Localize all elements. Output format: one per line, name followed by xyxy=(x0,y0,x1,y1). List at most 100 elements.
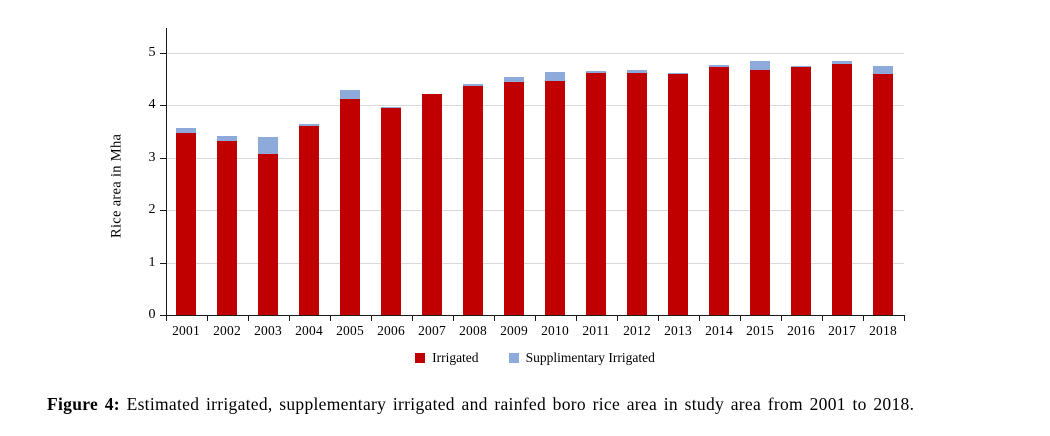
bar-supplimentary-irrigated-2009 xyxy=(504,76,524,82)
x-tick-label-2017: 2017 xyxy=(828,323,856,338)
bar-supplimentary-irrigated-2014 xyxy=(709,65,729,67)
bar-irrigated-2012 xyxy=(627,72,647,315)
bar-irrigated-2001 xyxy=(176,133,196,315)
x-axis-tick-12 xyxy=(657,315,659,321)
bar-supplimentary-irrigated-2018 xyxy=(873,65,893,74)
y-tick-label-3: 3 xyxy=(148,149,156,165)
bar-supplimentary-irrigated-2001 xyxy=(176,128,196,134)
y-tick-label-2: 2 xyxy=(148,202,156,218)
x-tick-label-2008: 2008 xyxy=(459,323,487,338)
bar-supplimentary-irrigated-2006 xyxy=(381,107,401,109)
bar-supplimentary-irrigated-2008 xyxy=(463,84,483,86)
figure-caption: Figure 4: Estimated irrigated, supplemen… xyxy=(47,392,1027,416)
bar-irrigated-2005 xyxy=(340,99,360,315)
bar-irrigated-2003 xyxy=(258,153,278,315)
x-tick-label-2014: 2014 xyxy=(705,323,733,338)
legend-swatch-icon xyxy=(415,353,426,363)
bar-supplimentary-irrigated-2016 xyxy=(791,65,811,67)
y-axis-tick-5 xyxy=(159,52,166,54)
bar-supplimentary-irrigated-2005 xyxy=(340,90,360,100)
bar-irrigated-2010 xyxy=(545,80,565,315)
y-axis-tick-4 xyxy=(159,105,166,107)
bar-supplimentary-irrigated-2002 xyxy=(217,135,237,141)
gridline-y-4 xyxy=(165,105,904,107)
x-axis-tick-16 xyxy=(821,315,823,321)
x-axis-tick-14 xyxy=(739,315,741,321)
y-tick-label-5: 5 xyxy=(148,44,156,60)
bar-irrigated-2013 xyxy=(668,73,688,315)
x-axis-tick-1 xyxy=(206,315,208,321)
x-axis-tick-0 xyxy=(165,315,167,321)
bar-supplimentary-irrigated-2015 xyxy=(750,61,770,70)
legend-item-irrigated: Irrigated xyxy=(415,350,479,366)
legend-item-supplimentary-irrigated: Supplimentary Irrigated xyxy=(508,350,655,366)
x-axis-tick-9 xyxy=(534,315,536,321)
x-tick-label-2002: 2002 xyxy=(213,323,241,338)
legend-label: Irrigated xyxy=(432,350,479,365)
bar-supplimentary-irrigated-2017 xyxy=(832,61,852,65)
x-tick-label-2003: 2003 xyxy=(254,323,282,338)
y-tick-label-4: 4 xyxy=(148,97,156,113)
figure-caption-text: Estimated irrigated, supplementary irrig… xyxy=(119,394,915,414)
x-tick-label-2001: 2001 xyxy=(172,323,200,338)
x-tick-label-2010: 2010 xyxy=(541,323,569,338)
y-axis-title: Rice area in Mha xyxy=(108,133,125,239)
x-axis-tick-8 xyxy=(493,315,495,321)
y-axis-line xyxy=(165,28,167,315)
bar-irrigated-2011 xyxy=(586,72,606,315)
x-tick-label-2006: 2006 xyxy=(377,323,405,338)
bar-supplimentary-irrigated-2012 xyxy=(627,70,647,73)
bar-irrigated-2014 xyxy=(709,66,729,315)
legend-swatch-icon xyxy=(508,353,519,363)
x-tick-label-2005: 2005 xyxy=(336,323,364,338)
y-axis-tick-0 xyxy=(159,315,166,316)
gridline-y-1 xyxy=(165,262,904,264)
x-axis-tick-7 xyxy=(452,315,454,321)
x-axis-tick-4 xyxy=(329,315,331,321)
legend-label: Supplimentary Irrigated xyxy=(525,350,655,365)
bar-supplimentary-irrigated-2013 xyxy=(668,72,688,74)
bar-irrigated-2015 xyxy=(750,70,770,315)
bar-irrigated-2002 xyxy=(217,140,237,315)
x-tick-label-2009: 2009 xyxy=(500,323,528,338)
bar-irrigated-2004 xyxy=(299,126,319,315)
x-tick-label-2007: 2007 xyxy=(418,323,446,338)
gridline-y-2 xyxy=(165,210,904,212)
x-tick-label-2012: 2012 xyxy=(623,323,651,338)
x-axis-tick-2 xyxy=(247,315,249,321)
x-axis-tick-11 xyxy=(616,315,618,321)
x-tick-label-2011: 2011 xyxy=(582,323,610,338)
figure-caption-label: Figure 4: xyxy=(47,394,120,414)
bar-supplimentary-irrigated-2003 xyxy=(258,137,278,154)
x-tick-label-2013: 2013 xyxy=(664,323,692,338)
y-axis-tick-1 xyxy=(159,262,166,264)
gridline-y-3 xyxy=(165,157,904,159)
x-tick-label-2015: 2015 xyxy=(746,323,774,338)
bar-supplimentary-irrigated-2004 xyxy=(299,124,319,127)
bar-irrigated-2006 xyxy=(381,108,401,315)
x-axis-tick-17 xyxy=(862,315,864,321)
bar-supplimentary-irrigated-2011 xyxy=(586,71,606,73)
bar-supplimentary-irrigated-2010 xyxy=(545,72,565,81)
bar-irrigated-2017 xyxy=(832,64,852,315)
bar-irrigated-2016 xyxy=(791,66,811,315)
bar-irrigated-2018 xyxy=(873,73,893,315)
x-axis-tick-13 xyxy=(698,315,700,321)
chart-legend: Irrigated Supplimentary Irrigated xyxy=(166,350,904,366)
boro-rice-area-chart: Rice area in Mha 0 1 2 3 4 5 2001 2002 2003 2004 2… xyxy=(108,28,905,338)
x-tick-label-2004: 2004 xyxy=(295,323,323,338)
y-axis-tick-2 xyxy=(159,210,166,212)
y-tick-label-0: 0 xyxy=(148,307,156,322)
x-axis-tick-10 xyxy=(575,315,577,321)
x-axis-tick-6 xyxy=(411,315,413,321)
y-tick-label-1: 1 xyxy=(148,254,156,270)
bar-irrigated-2009 xyxy=(504,81,524,315)
x-tick-label-2016: 2016 xyxy=(787,323,815,338)
x-axis-tick-5 xyxy=(370,315,372,321)
x-axis-tick-3 xyxy=(288,315,290,321)
x-axis-tick-15 xyxy=(780,315,782,321)
y-axis-tick-3 xyxy=(159,157,166,159)
x-axis-tick-18 xyxy=(903,315,905,321)
gridline-y-5 xyxy=(165,52,904,54)
